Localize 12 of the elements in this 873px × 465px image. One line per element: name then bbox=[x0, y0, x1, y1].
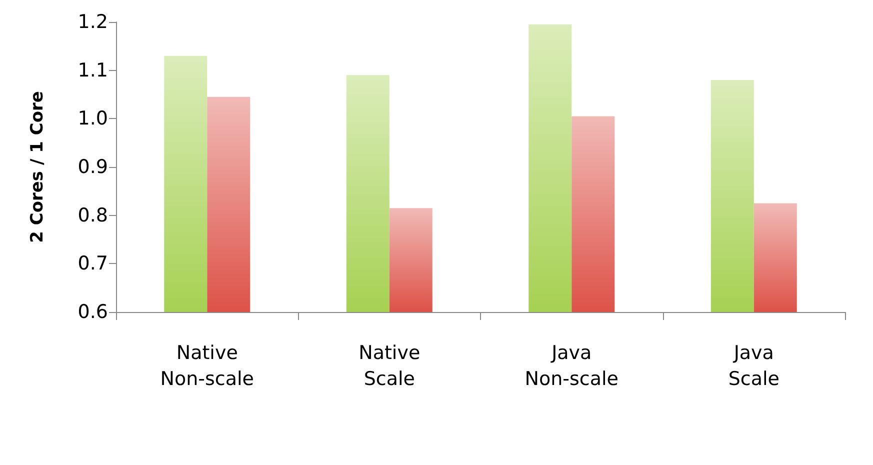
y-tick-label: 0.7 bbox=[78, 252, 108, 275]
x-tick-label: Native Non-scale bbox=[160, 342, 254, 390]
y-tick-label: 1.1 bbox=[78, 59, 108, 82]
y-tick-label: 1.2 bbox=[78, 11, 108, 33]
y-tick-label: 0.9 bbox=[78, 156, 108, 178]
y-tick-label: 0.6 bbox=[78, 301, 108, 323]
y-tick-label: 0.8 bbox=[78, 204, 108, 226]
x-tick-label: Native Scale bbox=[358, 342, 420, 390]
x-tick-label: Java Scale bbox=[728, 342, 780, 390]
y-tick-label: 1.0 bbox=[78, 108, 108, 130]
x-tick-label: Java Non-scale bbox=[524, 342, 618, 390]
y-axis-title: 2 Cores / 1 Core bbox=[28, 91, 48, 243]
